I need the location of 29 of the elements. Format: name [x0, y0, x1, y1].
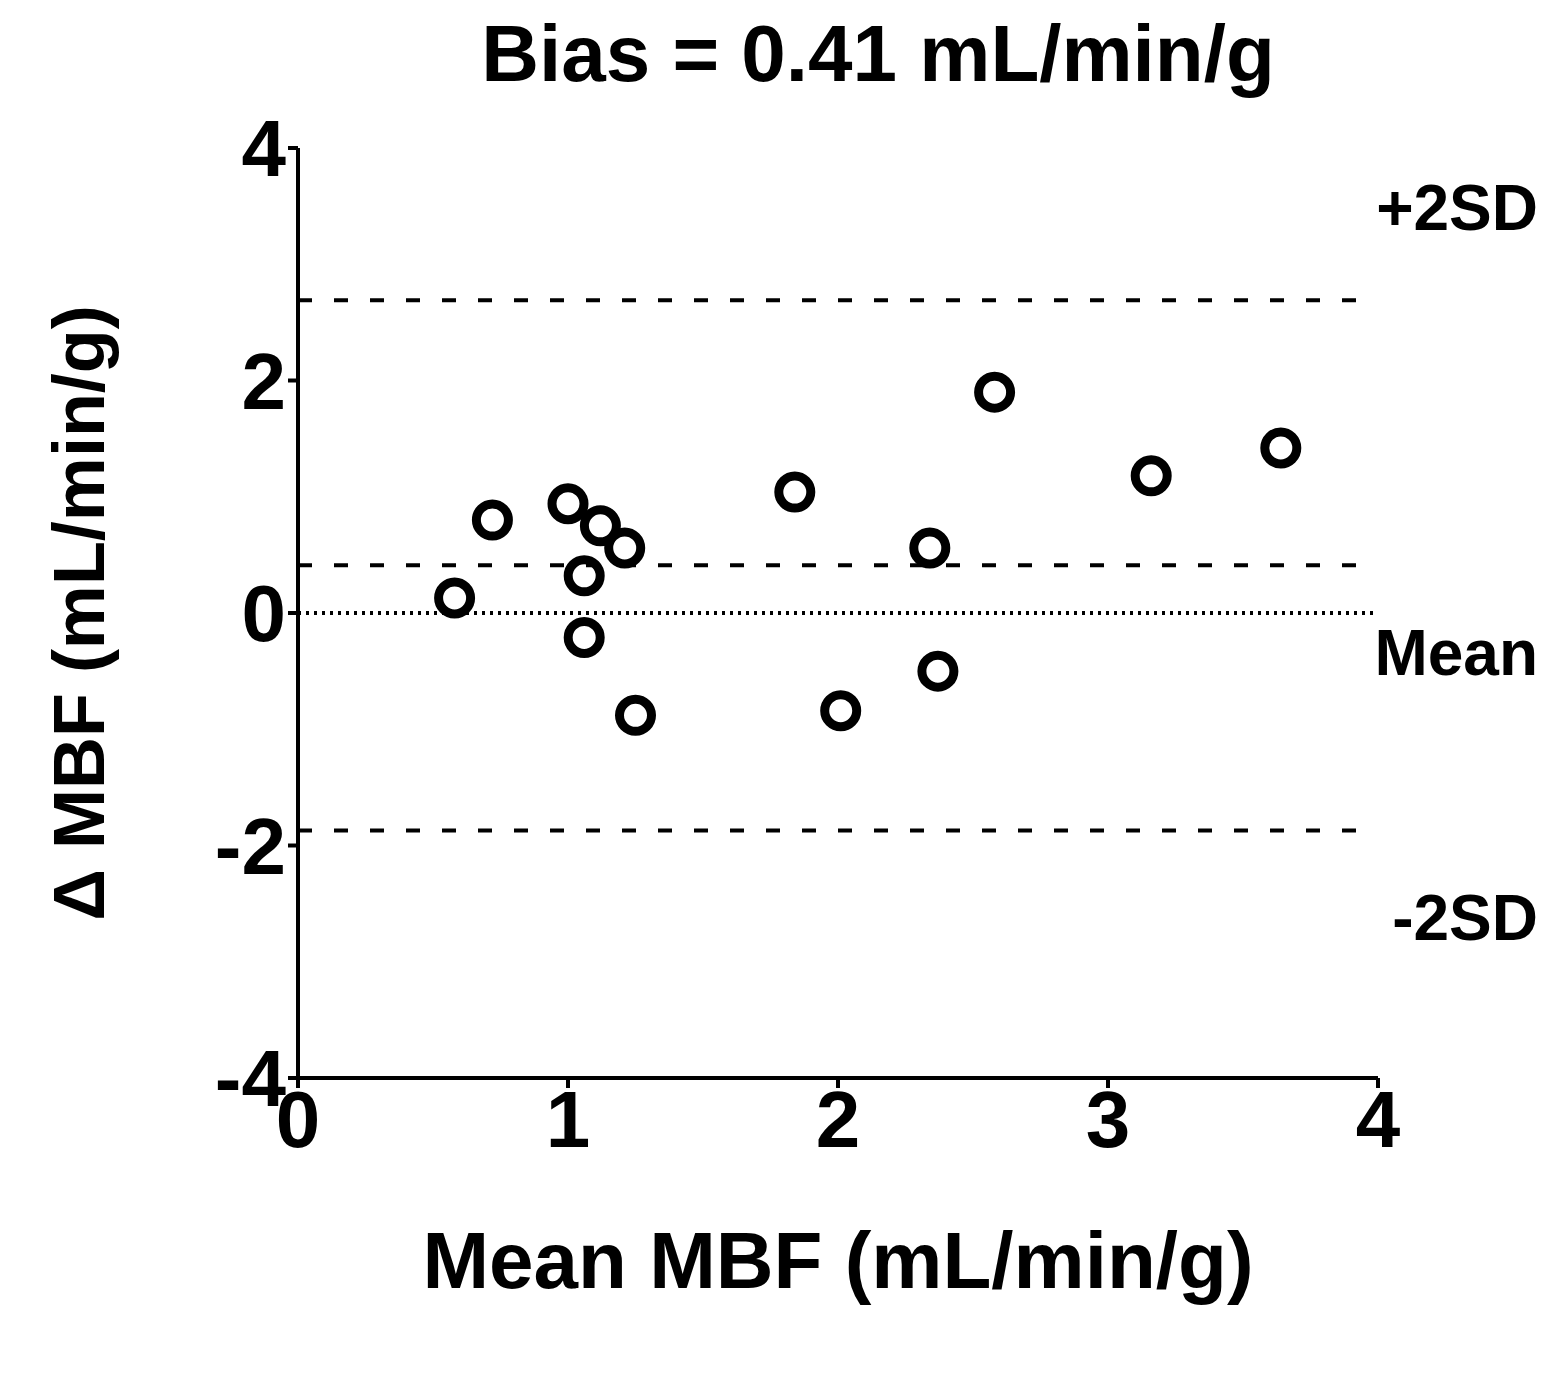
point: [974, 371, 1016, 413]
point: [604, 527, 646, 569]
x-tick-label: 4: [1355, 1074, 1401, 1164]
ref-line-label: Mean: [1374, 617, 1538, 690]
chart-title: Bias = 0.41 mL/min/g: [481, 9, 1275, 98]
x-tick-label: 2: [815, 1074, 861, 1164]
point: [547, 483, 589, 525]
point: [563, 555, 605, 597]
y-axis-title: Δ MBF (mL/min/g): [38, 305, 119, 921]
point: [820, 690, 862, 732]
point: [579, 505, 621, 547]
point: [434, 577, 476, 619]
ref-line-label: +2SD: [1376, 172, 1538, 245]
point: [774, 471, 816, 513]
point: [917, 650, 959, 692]
point: [563, 616, 605, 658]
point: [1130, 455, 1172, 497]
point: [1260, 427, 1302, 469]
ref-line-label: -2SD: [1392, 882, 1538, 955]
y-tick-label: 2: [241, 336, 286, 426]
y-tick-label: 0: [241, 569, 286, 659]
y-tick-label: -2: [214, 801, 286, 891]
point: [615, 694, 656, 736]
x-tick-label: 3: [1085, 1074, 1131, 1164]
y-tick-label: 4: [241, 104, 287, 194]
point: [471, 499, 513, 541]
point: [909, 527, 951, 569]
x-axis-title: Mean MBF (mL/min/g): [422, 1216, 1254, 1305]
x-tick-label: 1: [545, 1074, 591, 1164]
